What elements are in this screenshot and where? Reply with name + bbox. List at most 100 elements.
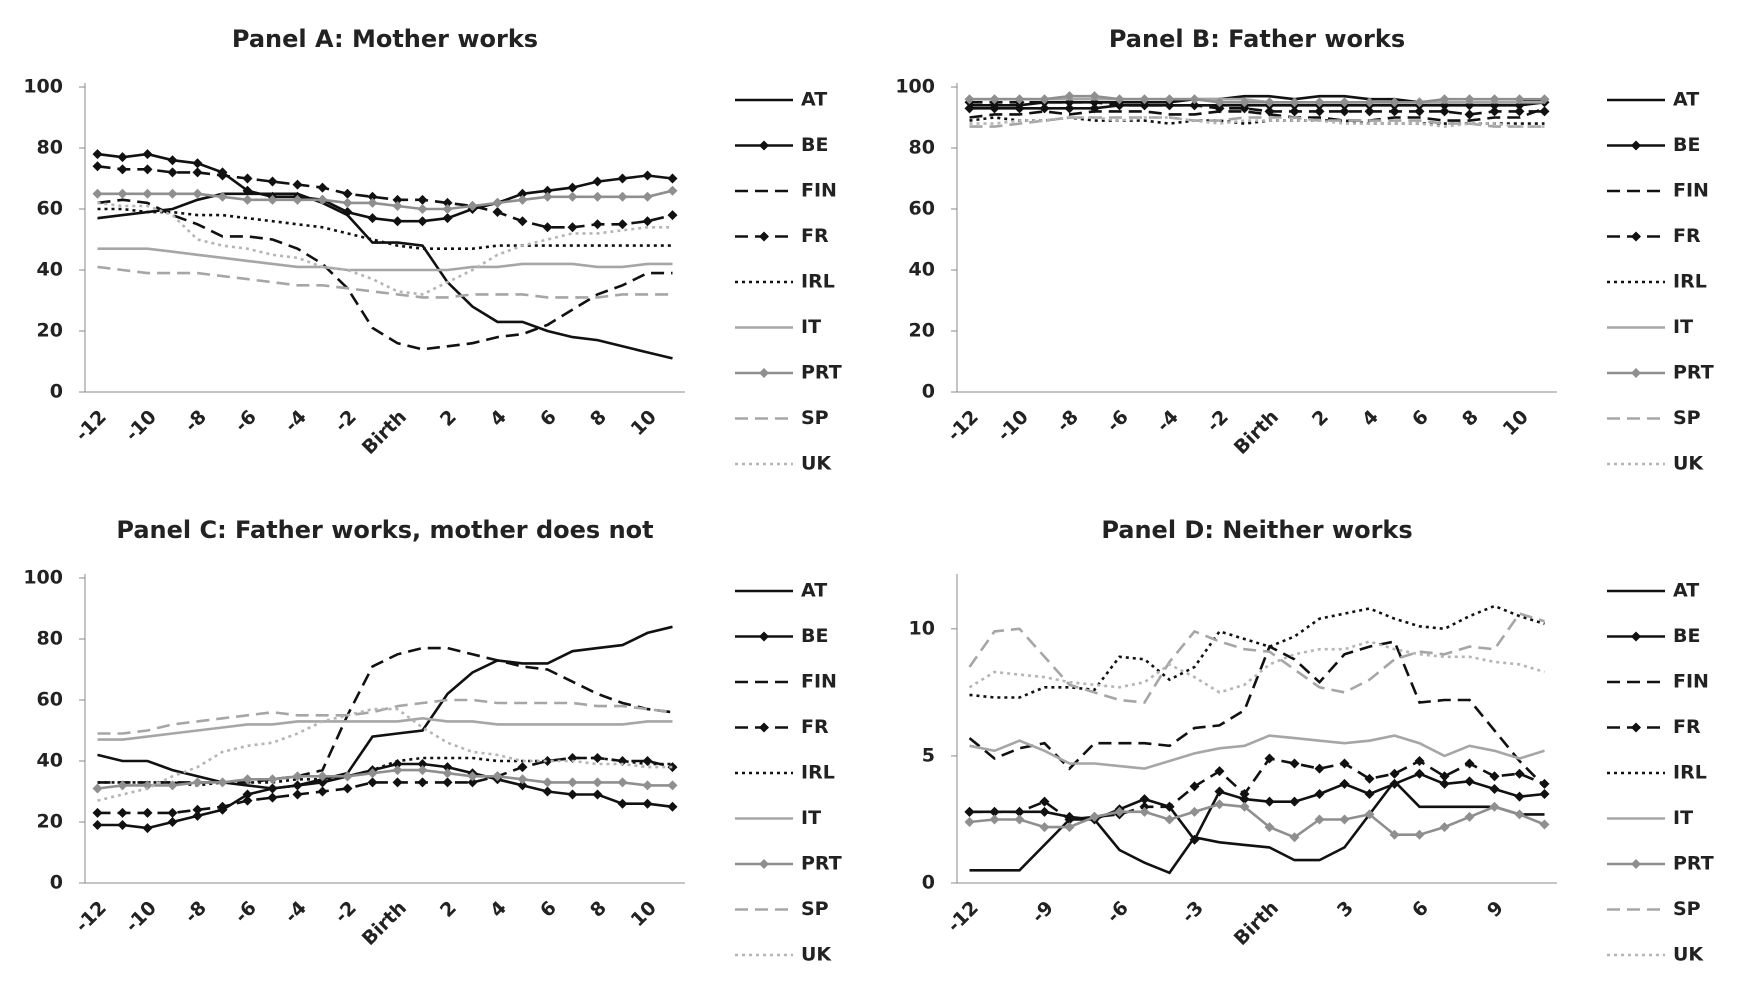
legend-label: PRT (801, 853, 842, 875)
series-marker (142, 164, 153, 175)
series-marker (142, 807, 153, 818)
legend-label: AT (1673, 580, 1699, 602)
x-tick-label: -3 (1177, 897, 1207, 927)
series-marker (964, 806, 975, 817)
series-marker (1539, 819, 1550, 830)
series-marker (1364, 97, 1375, 108)
series-line (969, 779, 1545, 875)
series-marker (617, 191, 628, 202)
series-marker (1389, 768, 1400, 779)
legend-label: FIN (801, 180, 837, 202)
series-marker (1289, 758, 1300, 769)
x-tick-label: -9 (1027, 897, 1057, 927)
y-tick-label: 0 (922, 872, 935, 894)
series-marker (1014, 806, 1025, 817)
legend-label: IT (1673, 807, 1693, 829)
series-marker (192, 188, 203, 199)
series-marker (367, 768, 378, 779)
series-marker (1314, 814, 1325, 825)
series-marker (1264, 822, 1275, 833)
series-marker (1339, 814, 1350, 825)
series-marker (542, 185, 553, 196)
series-marker (1464, 109, 1475, 120)
x-tick-label: 3 (1333, 897, 1358, 922)
series-marker (217, 801, 228, 812)
series-line (97, 152, 673, 223)
series-marker (542, 756, 553, 766)
series-marker (242, 774, 253, 785)
series-marker (517, 188, 528, 199)
series-marker (567, 182, 578, 193)
series-marker (1514, 791, 1525, 802)
series-marker (1239, 97, 1250, 108)
series-line (969, 101, 1545, 116)
y-tick-label: 80 (909, 137, 935, 159)
y-tick-label: 40 (909, 259, 935, 281)
series-marker (467, 771, 478, 782)
legend-label: BE (1673, 625, 1700, 647)
x-tick-label: 6 (1408, 406, 1433, 431)
legend-label: IT (801, 316, 821, 338)
series-marker (1089, 91, 1100, 102)
series-marker (442, 777, 453, 788)
series-marker (517, 774, 528, 785)
series-marker (92, 783, 103, 794)
series-marker (367, 191, 378, 202)
series-marker (492, 197, 503, 208)
series-marker (1364, 809, 1375, 820)
series-marker (442, 197, 453, 208)
series-line (97, 716, 673, 741)
series-marker (167, 780, 178, 791)
y-tick-label: 80 (37, 137, 63, 159)
series-marker (1289, 97, 1300, 108)
y-tick-label: 60 (909, 198, 935, 220)
legend-marker (759, 859, 769, 869)
series-marker (1414, 756, 1425, 766)
series-marker (92, 807, 103, 818)
series-marker (1064, 822, 1075, 833)
series-marker (617, 756, 628, 766)
panel-title: Panel B: Father works (1109, 25, 1405, 53)
x-tick-label: Birth (1230, 897, 1283, 950)
legend-marker (759, 722, 769, 733)
series-line (97, 247, 673, 272)
x-tick-label: -10 (993, 406, 1033, 446)
series-marker (1439, 822, 1450, 833)
legend-marker (759, 231, 769, 242)
series-marker (267, 774, 278, 785)
series-marker (1539, 106, 1550, 117)
x-tick-label: Birth (1230, 406, 1283, 459)
series-marker (617, 777, 628, 788)
legend-label: PRT (1673, 362, 1714, 384)
series-marker (1064, 91, 1075, 102)
legend-label: FR (1673, 716, 1701, 738)
series-marker (92, 149, 103, 160)
series-marker (442, 213, 453, 224)
y-tick-label: 100 (23, 76, 63, 98)
x-tick-label: -2 (330, 406, 360, 436)
series-marker (1539, 778, 1550, 789)
x-tick-label: 8 (586, 406, 611, 431)
series-marker (217, 191, 228, 202)
panel-title: Panel C: Father works, mother does not (116, 516, 653, 544)
series-marker (492, 771, 503, 782)
series-marker (1139, 806, 1150, 817)
series-marker (417, 216, 428, 227)
x-tick-label: Birth (358, 897, 411, 950)
series-marker (392, 194, 403, 205)
y-tick-label: 60 (37, 198, 63, 220)
y-tick-label: 80 (37, 628, 63, 650)
series-marker (92, 188, 103, 199)
series-marker (142, 823, 153, 834)
series-marker (1389, 778, 1400, 789)
series-marker (317, 182, 328, 193)
x-tick-label: 6 (1408, 897, 1433, 922)
series-line (969, 116, 1545, 125)
series-marker (317, 777, 328, 788)
series-marker (1339, 97, 1350, 108)
x-tick-label: 4 (1358, 406, 1383, 431)
x-tick-label: 10 (1499, 406, 1533, 440)
series-line (968, 640, 1546, 788)
series-marker (367, 213, 378, 224)
series-marker (1264, 106, 1275, 117)
